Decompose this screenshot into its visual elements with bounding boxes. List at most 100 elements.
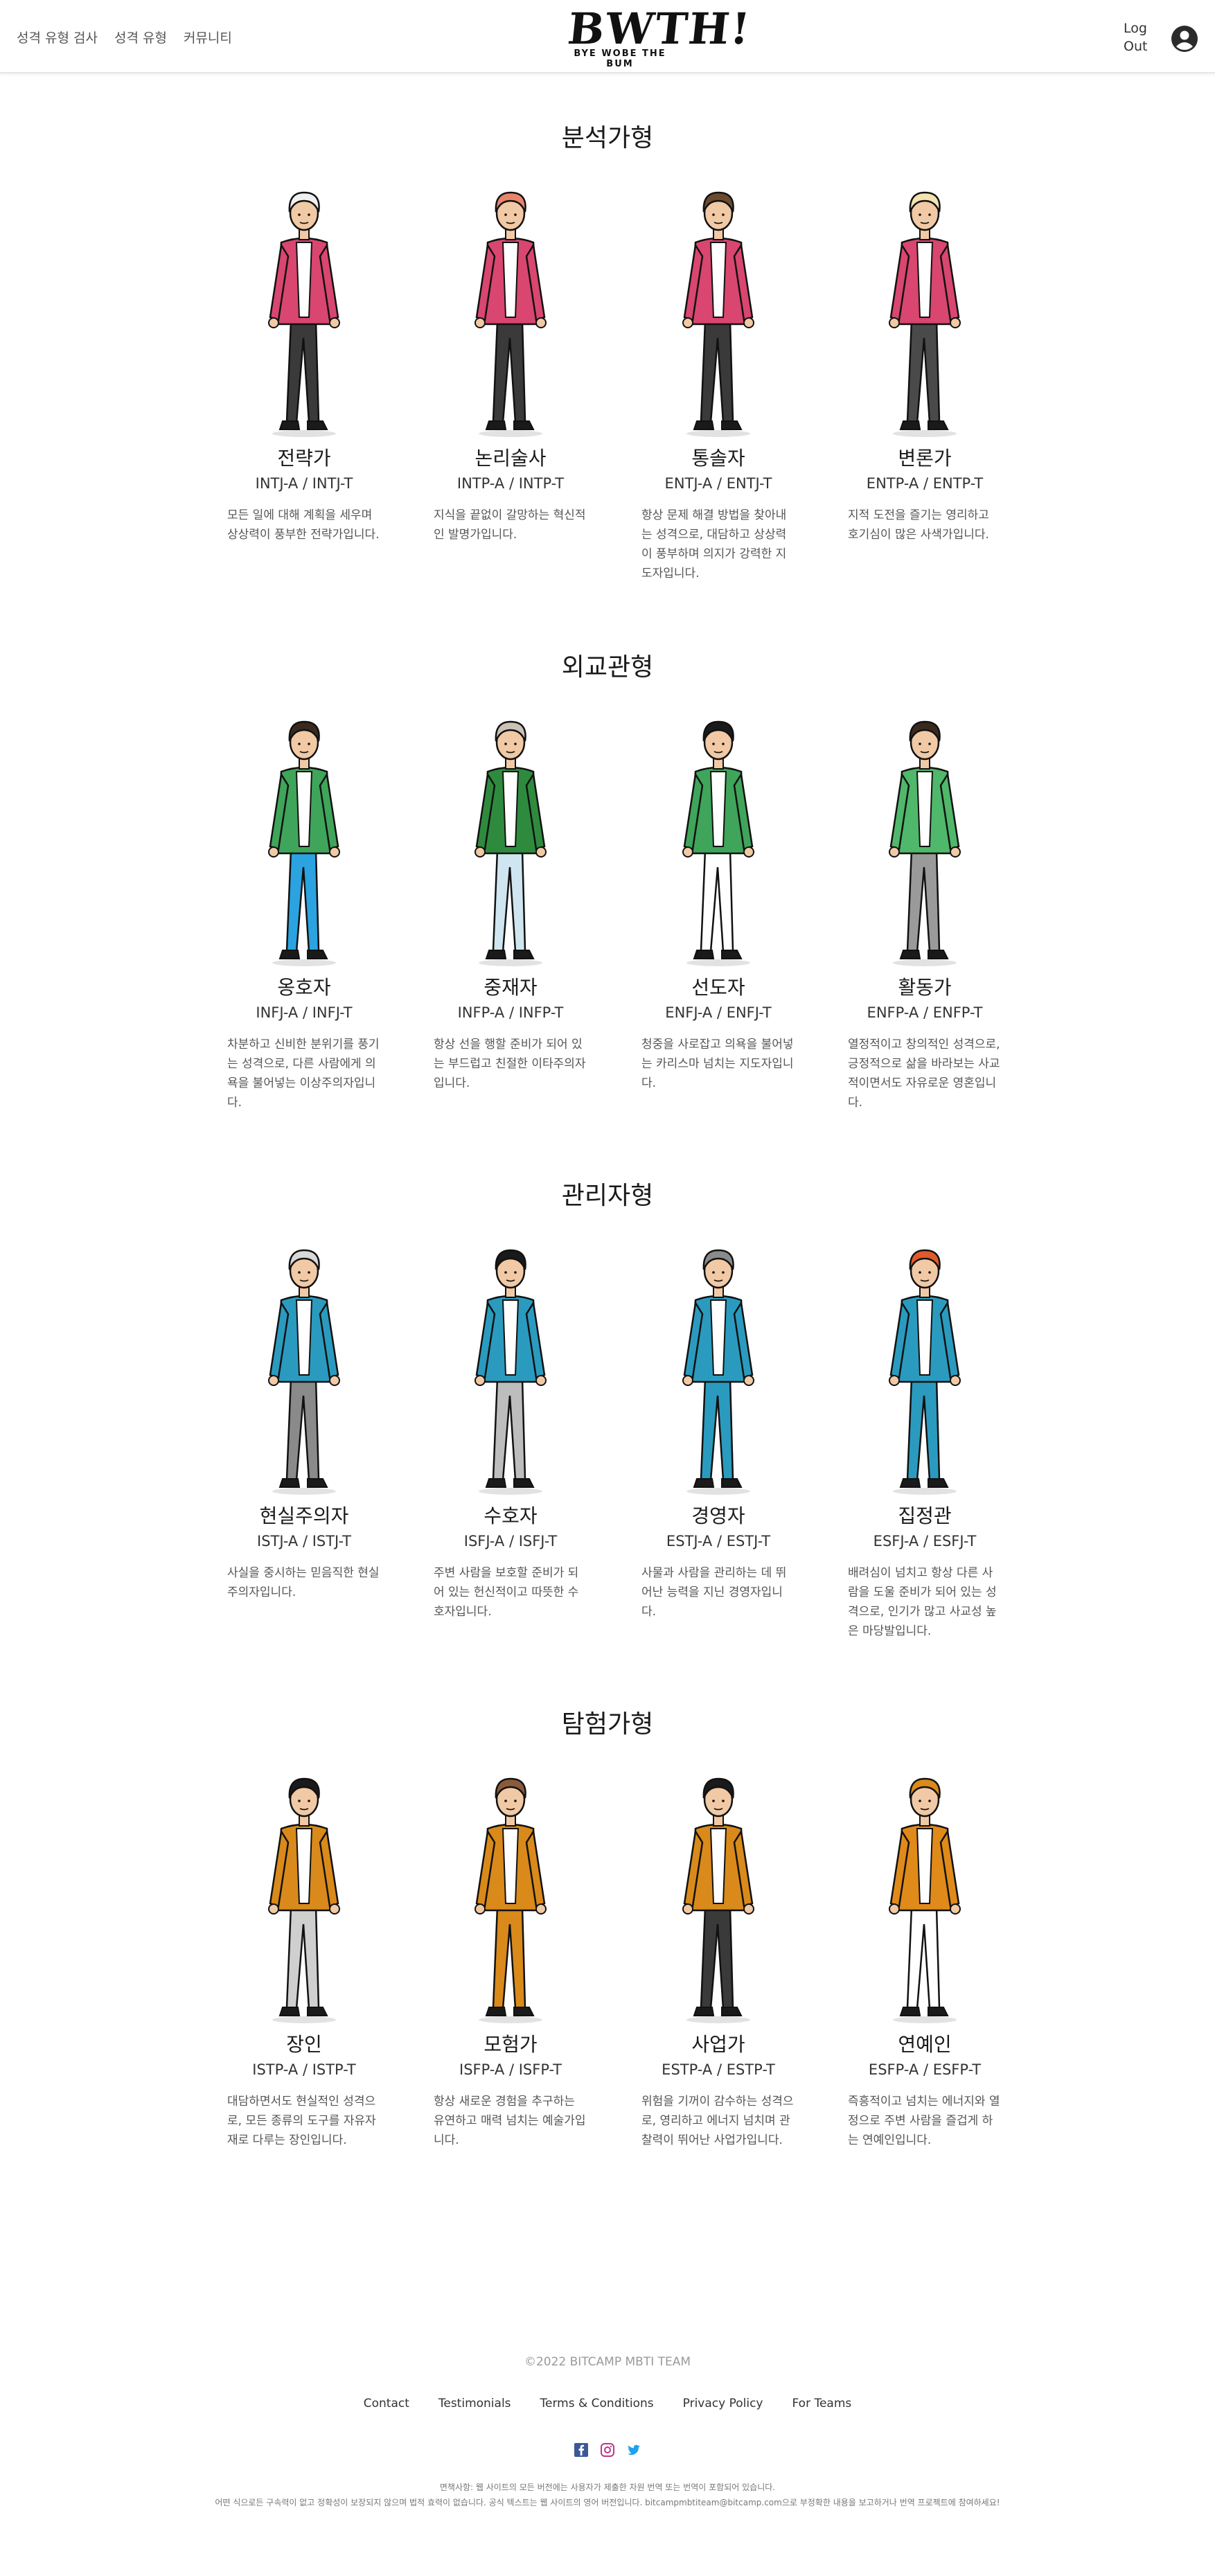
footer-link-privacy[interactable]: Privacy Policy [682, 2397, 763, 2410]
character-illustration [475, 720, 547, 966]
footer-link-contact[interactable]: Contact [363, 2397, 409, 2410]
type-description: 지식을 끝없이 갈망하는 혁신적인 발명가입니다. [434, 508, 586, 542]
twitter-icon[interactable] [626, 2442, 641, 2458]
type-name[interactable]: 변론가 [898, 447, 952, 470]
type-code: INTJ-A / INTJ-T [255, 475, 353, 492]
type-code: ENFJ-A / ENFJ-T [665, 1004, 772, 1021]
site-logo[interactable]: BWTH! BYE WOBE THE BUM [565, 3, 754, 69]
character-illustration [268, 191, 340, 437]
nav-personality-types[interactable]: 성격 유형 [114, 30, 167, 46]
footer-link-terms[interactable]: Terms & Conditions [540, 2397, 654, 2410]
section-title: 관리자형 [561, 1182, 654, 1210]
section-title: 분석가형 [561, 124, 654, 152]
type-name[interactable]: 옹호자 [277, 976, 331, 999]
character-illustration [682, 1777, 754, 2023]
type-code: ESFJ-A / ESFJ-T [873, 1533, 977, 1549]
type-card[interactable]: 통솔자 ENTJ-A / ENTJ-T 항상 문제 해결 방법을 찾아내는 성격으로… [639, 179, 798, 580]
type-description: 즉흥적이고 넘치는 에너지와 열정으로 주변 사람을 즐겁게 하는 연예인입니다… [848, 2095, 1000, 2147]
section-title: 외교관형 [561, 653, 654, 682]
type-card[interactable]: 집정관 ESFJ-A / ESFJ-T 배려심이 넘치고 항상 다른 사람을 도울 … [845, 1236, 1004, 1638]
character-illustration [268, 1777, 340, 2023]
type-card[interactable]: 선도자 ENFJ-A / ENFJ-T 청중을 사로잡고 의욕을 불어넣는 카리스마… [639, 708, 798, 1096]
type-name[interactable]: 연예인 [898, 2033, 952, 2056]
type-name[interactable]: 현실주의자 [259, 1504, 349, 1527]
type-code: ENTJ-A / ENTJ-T [664, 475, 772, 492]
character-illustration [268, 720, 340, 966]
type-code: INFJ-A / INFJ-T [256, 1004, 353, 1021]
type-description: 배려심이 넘치고 항상 다른 사람을 도울 준비가 되어 있는 성격으로, 인기… [848, 1566, 997, 1638]
type-description: 위험을 기꺼이 감수하는 성격으로, 영리하고 에너지 넘치며 관찰력이 뛰어난… [641, 2095, 794, 2147]
type-code: INTP-A / INTP-T [456, 475, 565, 492]
user-circle-icon[interactable] [1171, 25, 1198, 53]
section-group-4: 탐험가형 장인 ISTP-A / ISTP-T 대담하면서도 현실적인 성격으로, 모… [0, 1704, 1215, 2230]
type-card[interactable]: 수호자 ISFJ-A / ISFJ-T 주변 사람을 보호할 준비가 되어 있는 헌… [431, 1236, 590, 1624]
disclaimer-line-2: 어떤 식으로든 구속력이 없고 정확성이 보장되지 않으며 법적 효력이 없습니… [215, 2498, 1000, 2507]
type-description: 항상 선을 행할 준비가 되어 있는 부드럽고 친절한 이타주의자입니다. [434, 1038, 586, 1090]
type-description: 사실을 중시하는 믿음직한 현실주의자입니다. [227, 1566, 380, 1599]
character-illustration [268, 1249, 340, 1495]
footer-link-teams[interactable]: For Teams [792, 2397, 852, 2410]
type-card[interactable]: 모험가 ISFP-A / ISFP-T 항상 새로운 경험을 추구하는 유연하고 매… [431, 1765, 590, 2153]
type-card[interactable]: 경영자 ESTJ-A / ESTJ-T 사물과 사람을 관리하는 데 뛰어난 능력을… [639, 1236, 798, 1624]
type-code: ENFP-A / ENFP-T [867, 1004, 983, 1021]
type-card[interactable]: 활동가 ENFP-A / ENFP-T 열정적이고 창의적인 성격으로, 긍정적으로… [845, 708, 1004, 1110]
type-code: ISFP-A / ISFP-T [459, 2061, 562, 2078]
type-name[interactable]: 선도자 [691, 976, 745, 999]
character-illustration [475, 191, 547, 437]
disclaimer: 면책사항: 웹 사이트의 모든 버전에는 사용자가 제출한 자원 번역 또는 번… [0, 2480, 1215, 2510]
type-name[interactable]: 장인 [286, 2033, 322, 2056]
type-name[interactable]: 경영자 [691, 1504, 745, 1527]
character-illustration [889, 720, 961, 966]
type-code: ESTJ-A / ESTJ-T [666, 1533, 771, 1549]
character-illustration [889, 1249, 961, 1495]
type-name[interactable]: 사업가 [691, 2033, 745, 2056]
type-name[interactable]: 중재자 [484, 976, 538, 999]
type-name[interactable]: 논리술사 [475, 447, 547, 470]
site-header: 성격 유형 검사 성격 유형 커뮤니티 BWTH! BYE WOBE THE B… [0, 0, 1215, 73]
type-code: ISFJ-A / ISFJ-T [463, 1533, 558, 1549]
type-card[interactable]: 사업가 ESTP-A / ESTP-T 위험을 기꺼이 감수하는 성격으로, 영리하… [639, 1765, 798, 2153]
type-card[interactable]: 장인 ISTP-A / ISTP-T 대담하면서도 현실적인 성격으로, 모든 종류… [224, 1765, 384, 2153]
type-description: 항상 새로운 경험을 추구하는 유연하고 매력 넘치는 예술가입니다. [434, 2095, 586, 2147]
nav-personality-test[interactable]: 성격 유형 검사 [17, 30, 98, 46]
type-card[interactable]: 옹호자 INFJ-A / INFJ-T 차분하고 신비한 분위기를 풍기는 성격으로… [224, 708, 384, 1110]
nav-community[interactable]: 커뮤니티 [183, 30, 232, 46]
character-illustration [889, 191, 961, 437]
type-description: 항상 문제 해결 방법을 찾아내는 성격으로, 대담하고 상상력이 풍부하며 의… [641, 508, 787, 580]
type-code: ISTP-A / ISTP-T [252, 2061, 356, 2078]
type-description: 사물과 사람을 관리하는 데 뛰어난 능력을 지닌 경영자입니다. [641, 1566, 787, 1619]
type-description: 차분하고 신비한 분위기를 풍기는 성격으로, 다른 사람에게 의욕을 불어넣는… [227, 1038, 380, 1110]
type-code: ENTP-A / ENTP-T [866, 475, 984, 492]
character-illustration [889, 1777, 961, 2023]
type-name[interactable]: 수호자 [484, 1504, 538, 1527]
type-card[interactable]: 전략가 INTJ-A / INTJ-T 모든 일에 대해 계획을 세우며 상상력이 … [224, 179, 384, 567]
character-illustration [475, 1777, 547, 2023]
type-card[interactable]: 변론가 ENTP-A / ENTP-T 지적 도전을 즐기는 영리하고 호기심이 많… [845, 179, 1004, 567]
type-description: 대담하면서도 현실적인 성격으로, 모든 종류의 도구를 자유자재로 다루는 장… [227, 2095, 376, 2147]
type-card[interactable]: 중재자 INFP-A / INFP-T 항상 선을 행할 준비가 되어 있는 부드럽… [431, 708, 590, 1096]
type-description: 모든 일에 대해 계획을 세우며 상상력이 풍부한 전략가입니다. [227, 508, 380, 542]
type-name[interactable]: 전략가 [277, 447, 331, 470]
type-code: ESFP-A / ESFP-T [868, 2061, 982, 2078]
type-description: 주변 사람을 보호할 준비가 되어 있는 헌신적이고 따뜻한 수호자입니다. [434, 1566, 579, 1619]
type-card[interactable]: 논리술사 INTP-A / INTP-T 지식을 끝없이 갈망하는 혁신적인 발명가… [431, 179, 590, 567]
type-name[interactable]: 통솔자 [691, 447, 745, 470]
disclaimer-line-1: 면책사항: 웹 사이트의 모든 버전에는 사용자가 제출한 자원 번역 또는 번… [439, 2482, 776, 2492]
type-name[interactable]: 집정관 [898, 1504, 952, 1527]
type-name[interactable]: 모험가 [484, 2033, 538, 2056]
footer-link-testimonials[interactable]: Testimonials [438, 2397, 511, 2410]
type-card[interactable]: 연예인 ESFP-A / ESFP-T 즉흥적이고 넘치는 에너지와 열정으로 주변… [845, 1765, 1004, 2153]
facebook-icon[interactable] [574, 2442, 589, 2458]
type-card[interactable]: 현실주의자 ISTJ-A / ISTJ-T 사실을 중시하는 믿음직한 현실주의자입… [224, 1236, 384, 1624]
type-description: 지적 도전을 즐기는 영리하고 호기심이 많은 사색가입니다. [848, 508, 989, 542]
character-illustration [682, 720, 754, 966]
footer-links: Contact Testimonials Terms & Conditions … [0, 2397, 1215, 2410]
logout-link[interactable]: Log Out [1124, 21, 1148, 54]
logo-tagline: BYE WOBE THE BUM [574, 48, 666, 69]
instagram-icon[interactable] [600, 2442, 615, 2458]
type-name[interactable]: 활동가 [898, 976, 952, 999]
type-code: ESTP-A / ESTP-T [662, 2061, 775, 2078]
